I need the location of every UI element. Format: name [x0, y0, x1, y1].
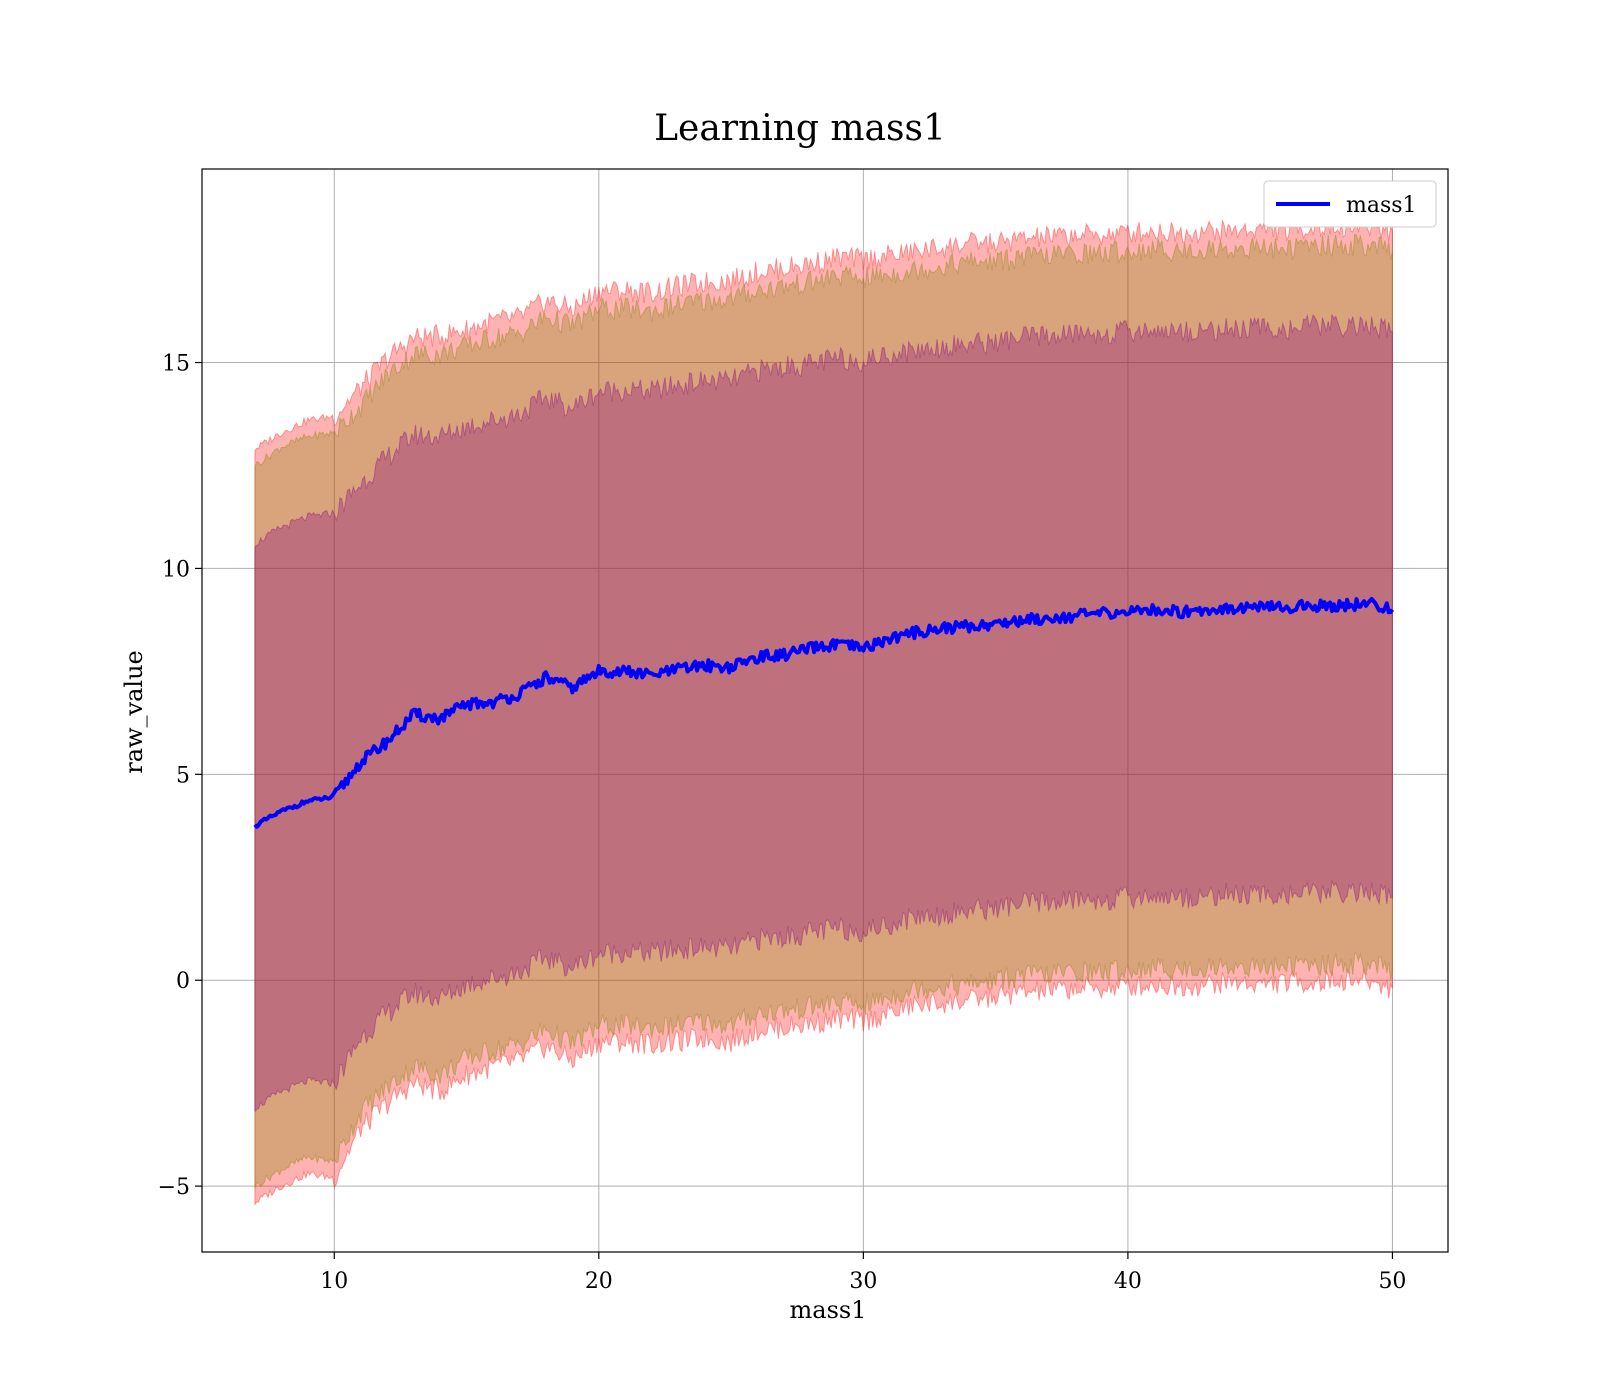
legend: mass1 — [1263, 180, 1437, 228]
legend-box — [1263, 180, 1437, 228]
confidence-band — [254, 313, 1393, 1113]
chart-title: Learning mass1 — [654, 108, 946, 149]
y-tick-label: 5 — [176, 763, 190, 788]
confidence-band — [254, 233, 1393, 1189]
y-axis-label: raw_value — [120, 650, 148, 774]
y-tick-label: 10 — [162, 557, 190, 582]
y-tick-label: 15 — [162, 352, 190, 377]
confidence-band — [254, 215, 1393, 1206]
x-tick-label: 10 — [320, 1269, 348, 1294]
y-tick-label: −5 — [158, 1175, 190, 1200]
plot-frame — [201, 168, 1449, 1253]
x-tick-label: 50 — [1378, 1269, 1406, 1294]
series-line-mass1 — [253, 597, 1394, 829]
series-lines — [253, 597, 1394, 829]
legend-label: mass1 — [1346, 193, 1417, 218]
x-tick-label: 20 — [585, 1269, 613, 1294]
grid — [202, 169, 1448, 1252]
confidence-bands — [254, 215, 1393, 1206]
y-tick-label: 0 — [176, 969, 190, 994]
axis-ticks: 10 20 30 40 50 −5 0 5 10 15 — [158, 352, 1407, 1294]
x-tick-label: 30 — [849, 1269, 877, 1294]
x-axis-label: mass1 — [790, 1296, 867, 1324]
x-tick-label: 40 — [1114, 1269, 1142, 1294]
